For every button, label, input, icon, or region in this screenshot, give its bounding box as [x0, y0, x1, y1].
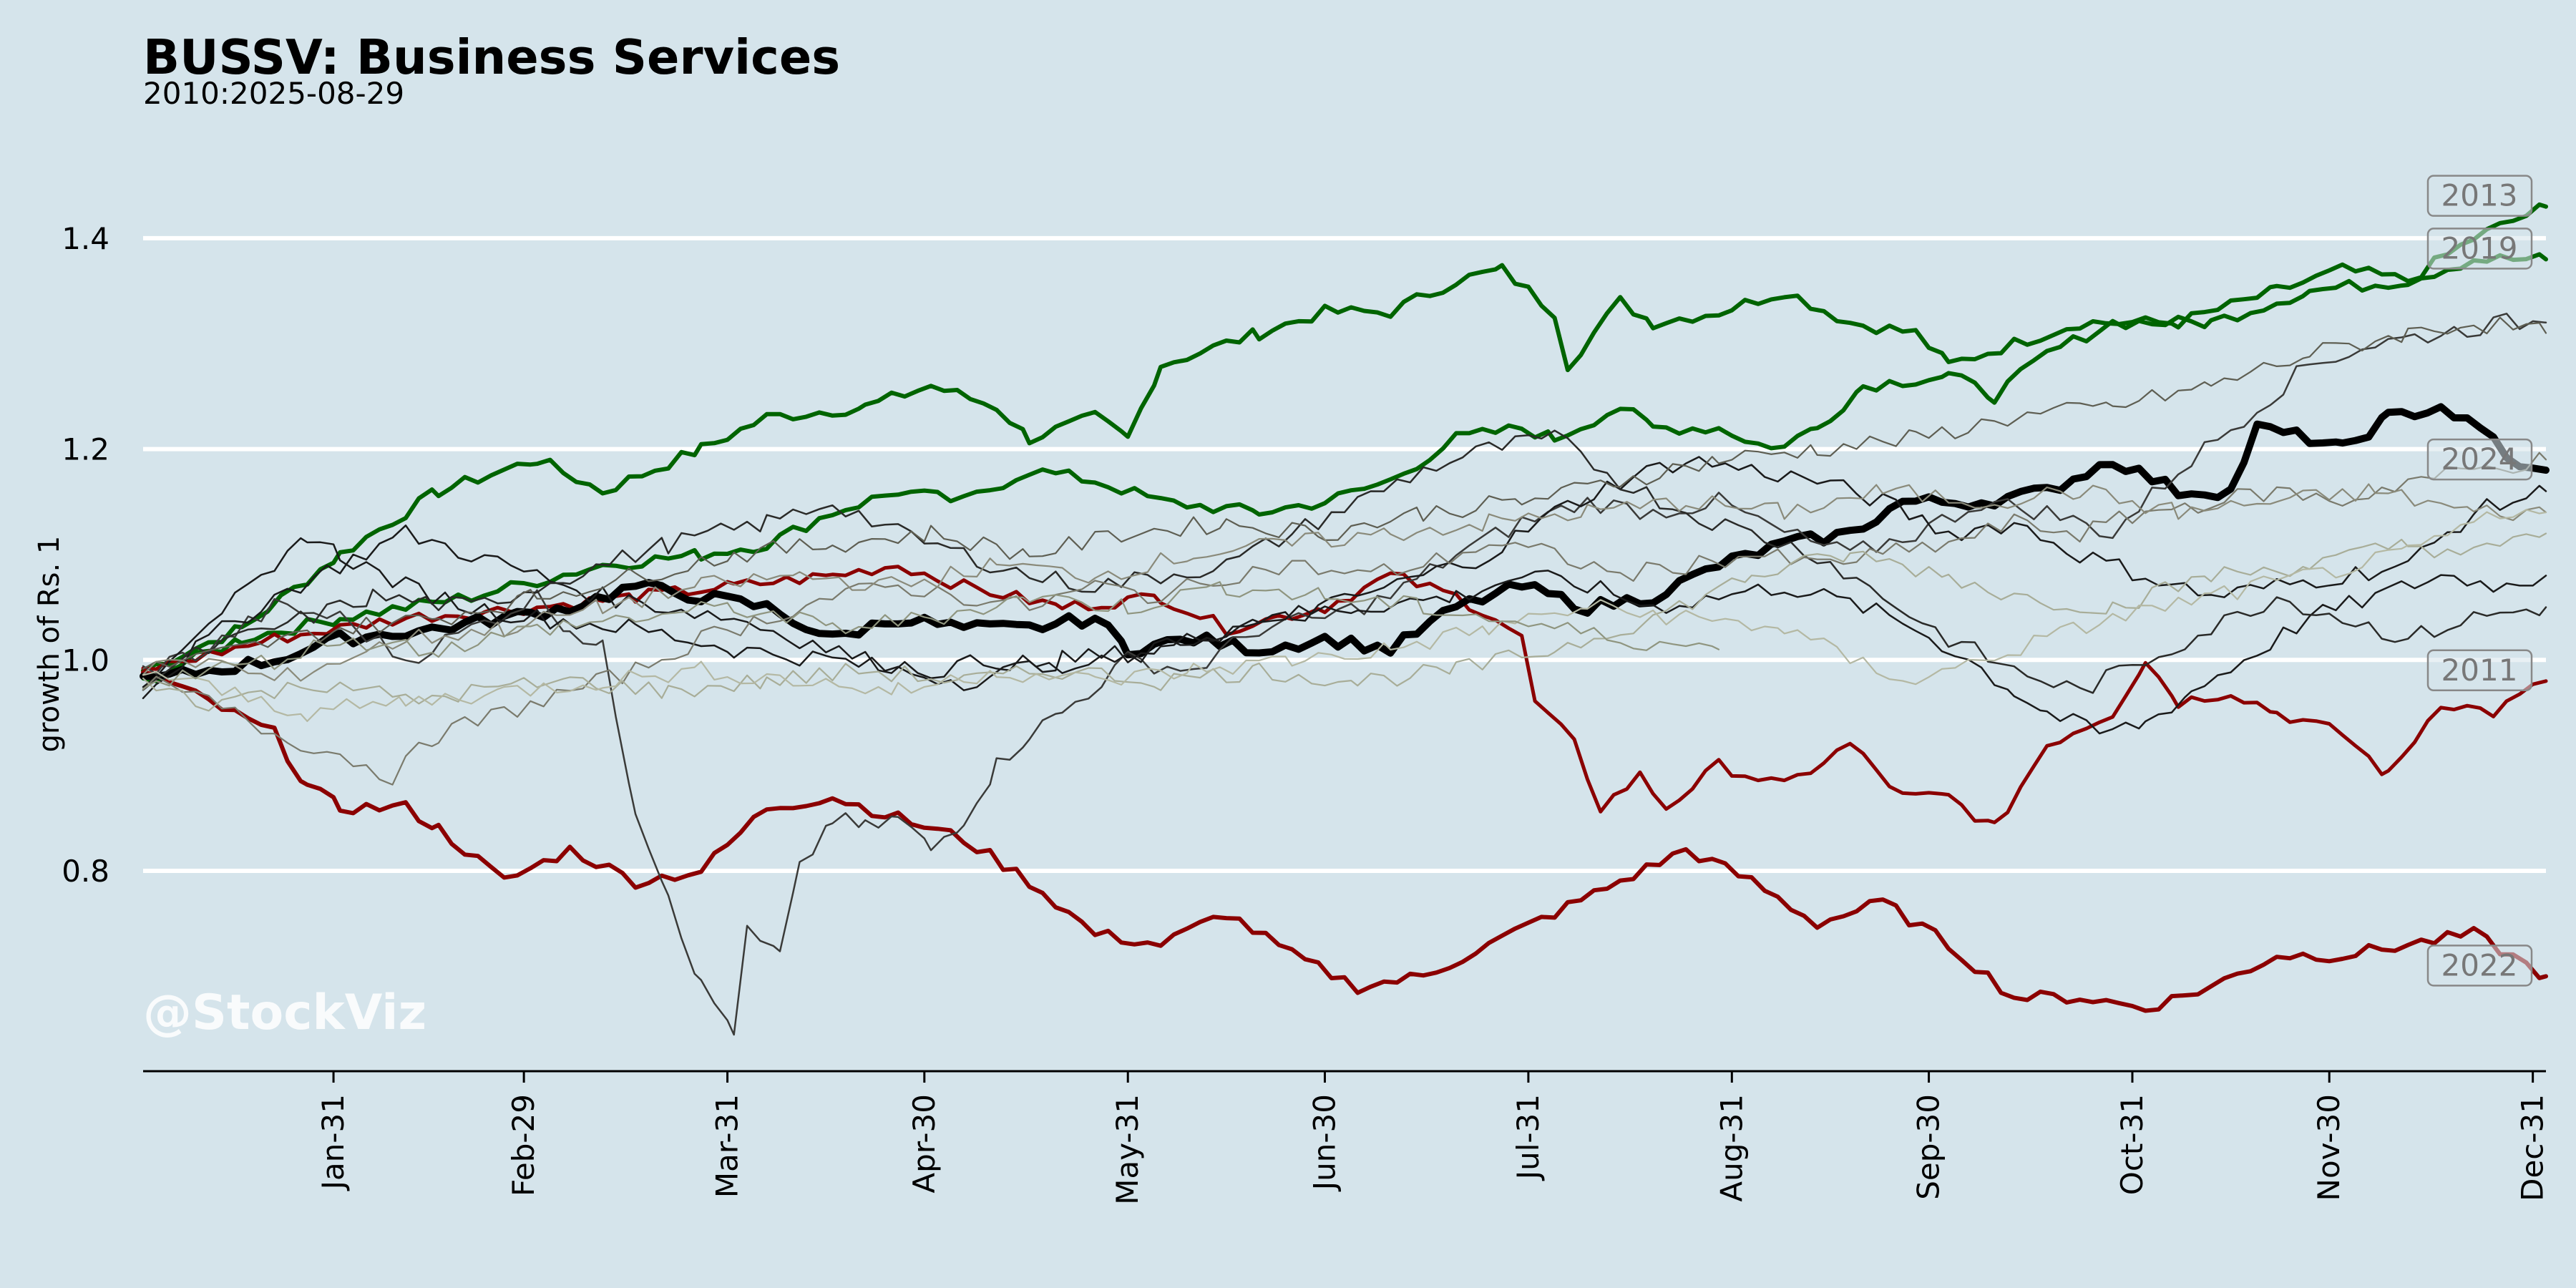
- series-line-2012: [142, 537, 2547, 735]
- watermark: @StockViz: [143, 985, 426, 1041]
- series-line-2013: [141, 202, 2548, 673]
- y-tick-label: 1.4: [62, 221, 109, 256]
- label-layer: 2013 2019 2011 2022 2024: [2426, 175, 2533, 987]
- series-label-text: 2013: [2441, 178, 2518, 213]
- chart-title: BUSSV: Business Services: [143, 29, 840, 85]
- series-label-text: 2011: [2441, 653, 2518, 688]
- series-label-2019: 2019: [2426, 228, 2533, 270]
- y-tick-label: 1.0: [62, 643, 109, 678]
- x-tick-label: Aug-31: [1714, 1094, 1749, 1202]
- series-label-box: [2426, 945, 2533, 987]
- series-label-text: 2019: [2441, 230, 2518, 265]
- series-line-2017: [142, 316, 2547, 670]
- series-label-2011: 2011: [2426, 649, 2533, 692]
- series-label-text: 2024: [2441, 441, 2518, 477]
- x-tick-label: Apr-30: [907, 1094, 942, 1194]
- series-label-text: 2022: [2441, 947, 2518, 982]
- chart-subtitle: 2010:2025-08-29: [143, 76, 404, 111]
- x-tick-label: Oct-31: [2114, 1094, 2150, 1195]
- series-line-2019: [141, 252, 2548, 683]
- y-tick-label: 0.8: [62, 854, 109, 889]
- series-line-2021: [142, 532, 2547, 712]
- series-label-box: [2426, 438, 2533, 481]
- x-tick-label: Nov-30: [2311, 1094, 2346, 1201]
- x-tick-label: Mar-31: [710, 1094, 745, 1198]
- series-layer: [140, 202, 2550, 1036]
- x-tick-label: Jun-30: [1307, 1094, 1342, 1192]
- x-tick-label: Dec-31: [2515, 1094, 2550, 1201]
- y-tick-label: 1.2: [62, 432, 109, 467]
- series-label-2024: 2024: [2426, 438, 2533, 481]
- x-tick-label: May-31: [1110, 1094, 1145, 1205]
- series-label-box: [2426, 228, 2533, 270]
- x-tick-label: Feb-29: [506, 1094, 541, 1196]
- series-label-box: [2426, 175, 2533, 217]
- series-label-2013: 2013: [2426, 175, 2533, 217]
- x-tick-label: Sep-30: [1911, 1094, 1946, 1200]
- x-tick-label: Jan-31: [316, 1094, 351, 1191]
- x-axis: Jan-31 Feb-29 Mar-31 Apr-30 May-31 Jun-30 Jul-…: [143, 1070, 2550, 1205]
- series-line-2020: [142, 313, 2547, 1036]
- series-line-2023: [142, 509, 2547, 722]
- grid-layer: 0.8 1.0 1.2 1.4: [62, 221, 2546, 889]
- series-line-2014: [142, 456, 2547, 700]
- series-label-box: [2426, 649, 2533, 692]
- series-line-2022: [141, 670, 2548, 1013]
- x-tick-label: Jul-31: [1511, 1094, 1546, 1181]
- series-line-2025: [142, 581, 1720, 690]
- y-axis-label: growth of Rs. 1: [33, 536, 66, 753]
- series-line-2015: [142, 429, 2547, 694]
- series-label-2022: 2022: [2426, 945, 2533, 987]
- series-line-2018: [142, 483, 2547, 682]
